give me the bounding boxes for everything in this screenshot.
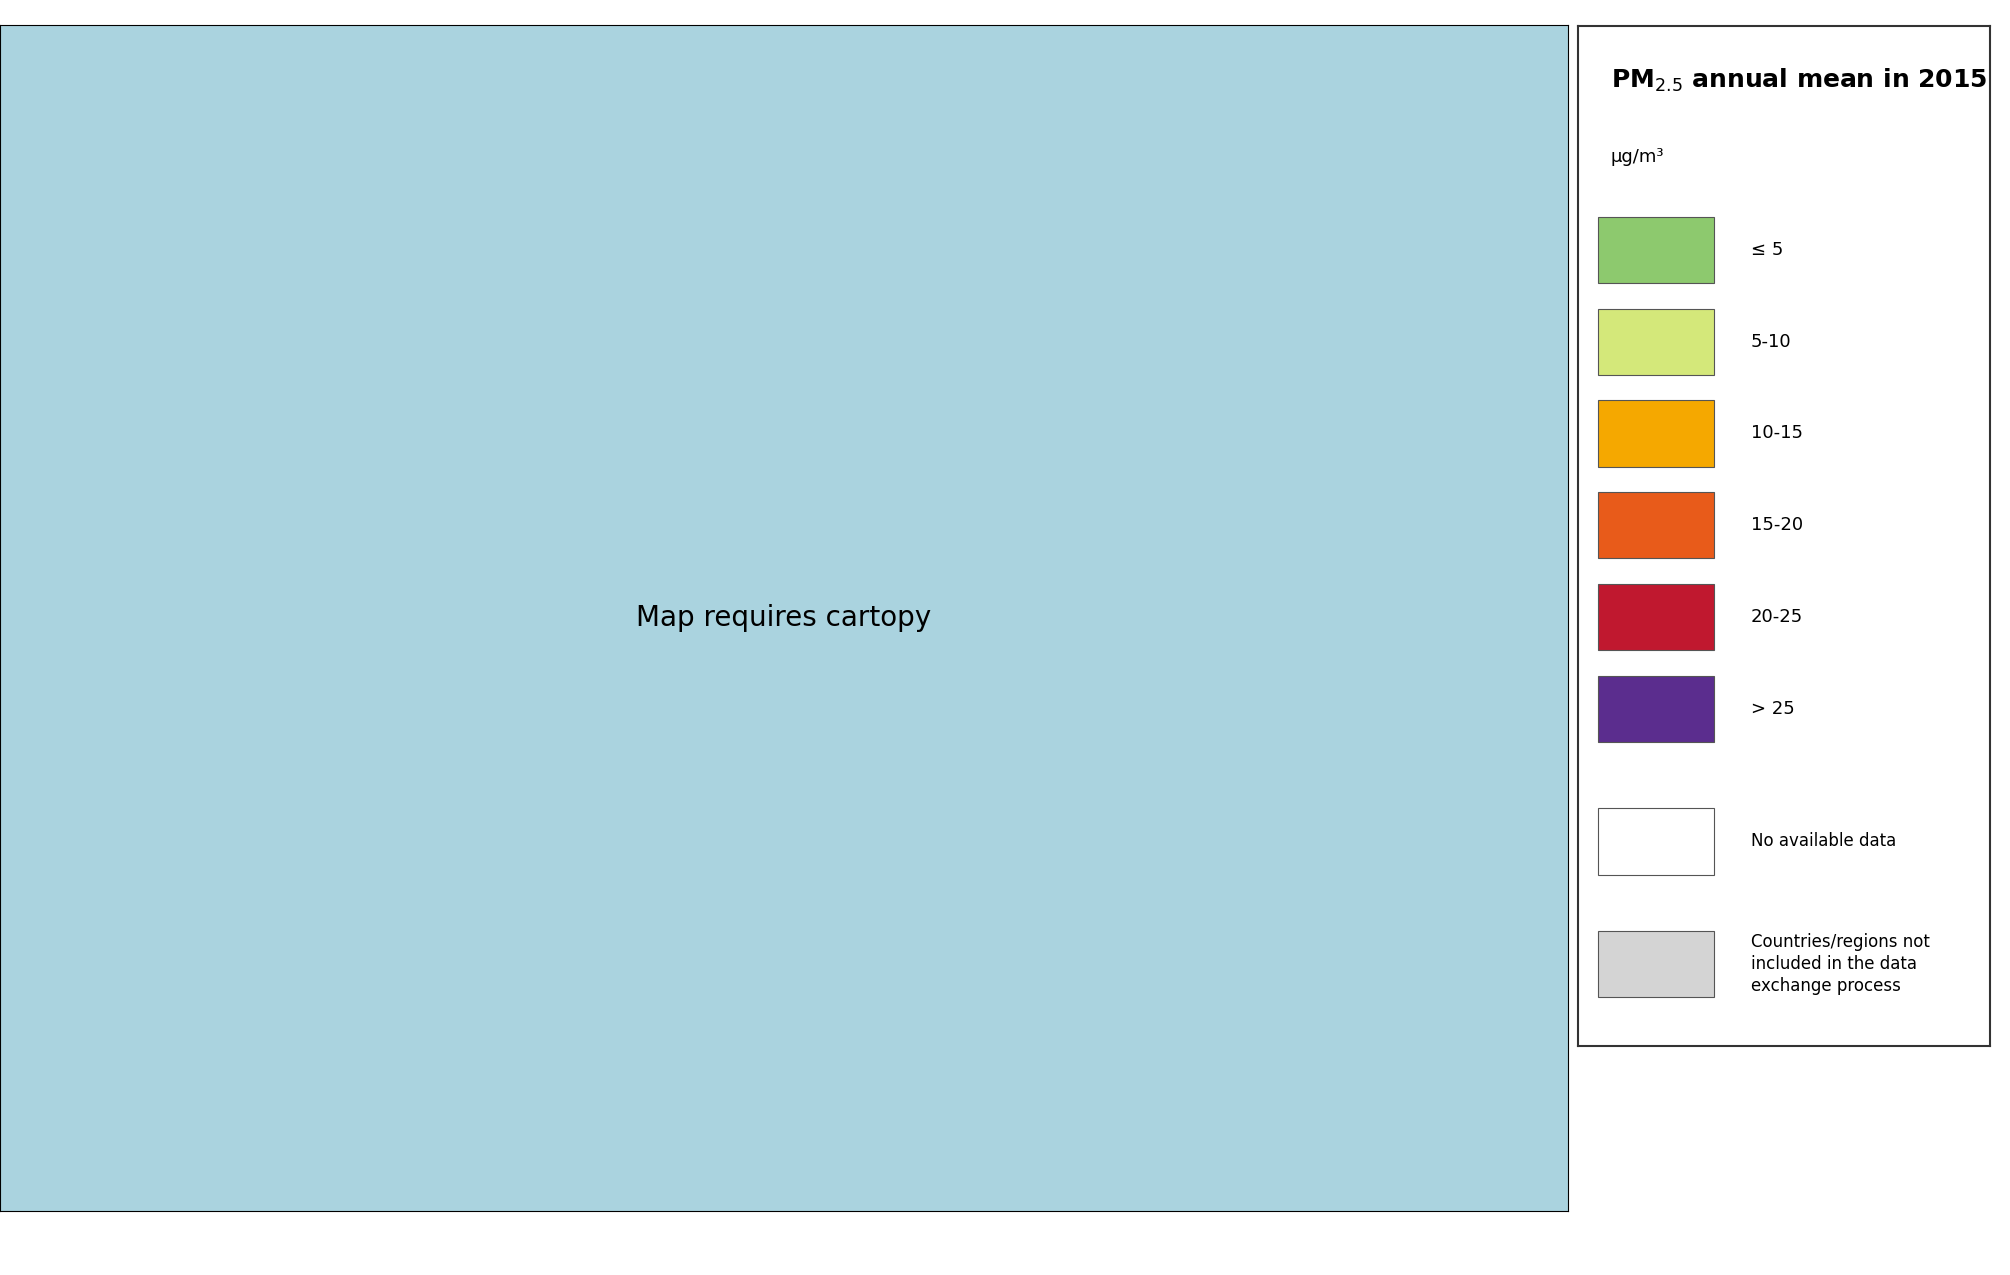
- Text: μg/m³: μg/m³: [1610, 148, 1664, 166]
- Text: ≤ 5: ≤ 5: [1751, 241, 1783, 259]
- Text: Map requires cartopy: Map requires cartopy: [637, 604, 931, 632]
- Text: 5-10: 5-10: [1751, 333, 1791, 351]
- FancyBboxPatch shape: [1598, 400, 1715, 467]
- FancyBboxPatch shape: [1598, 309, 1715, 375]
- Text: > 25: > 25: [1751, 700, 1795, 718]
- Text: 15-20: 15-20: [1751, 516, 1803, 534]
- FancyBboxPatch shape: [1598, 931, 1715, 997]
- Text: No available data: No available data: [1751, 833, 1895, 850]
- FancyBboxPatch shape: [1598, 492, 1715, 558]
- Text: 20-25: 20-25: [1751, 608, 1803, 626]
- FancyBboxPatch shape: [1598, 676, 1715, 742]
- Text: PM$_{2.5}$ annual mean in 2015: PM$_{2.5}$ annual mean in 2015: [1610, 66, 1988, 93]
- Text: Countries/regions not
included in the data
exchange process: Countries/regions not included in the da…: [1751, 933, 1930, 994]
- Text: 10-15: 10-15: [1751, 425, 1803, 442]
- FancyBboxPatch shape: [1598, 808, 1715, 875]
- FancyBboxPatch shape: [1598, 584, 1715, 650]
- FancyBboxPatch shape: [1598, 217, 1715, 283]
